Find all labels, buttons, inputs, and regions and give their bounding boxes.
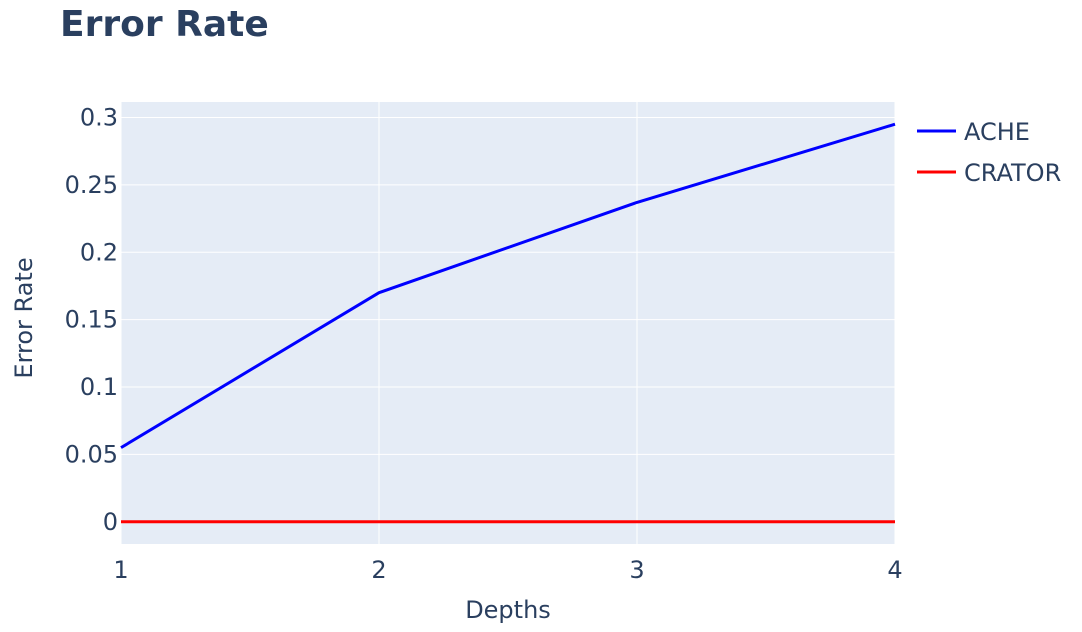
legend: ACHE CRATOR [917,118,1061,187]
x-tick-label: 3 [629,556,644,584]
x-axis-label: Depths [465,596,551,624]
y-tick-label: 0.05 [65,440,118,468]
plot-area [121,102,895,544]
x-tick-label: 2 [371,556,386,584]
y-tick-label: 0.25 [65,171,118,199]
legend-item-crator[interactable]: CRATOR [917,159,1061,187]
y-tick-label: 0 [103,508,118,536]
grid-lines [120,102,896,544]
x-axis-ticks: 1 2 3 4 [113,556,902,584]
y-axis-ticks: 0 0.05 0.1 0.15 0.2 0.25 0.3 [65,103,118,535]
series-line-ache [120,122,896,449]
y-axis-label: Error Rate [10,257,38,378]
y-tick-label: 0.3 [80,103,118,131]
x-tick-label: 1 [113,556,128,584]
y-tick-label: 0.15 [65,306,118,334]
x-tick-label: 4 [887,556,902,584]
legend-label: CRATOR [964,159,1061,187]
chart-title: Error Rate [60,4,269,45]
series-layer [120,122,896,524]
legend-label: ACHE [964,118,1030,146]
y-tick-label: 0.1 [80,373,118,401]
y-tick-label: 0.2 [80,238,118,266]
legend-item-ache[interactable]: ACHE [917,118,1030,146]
